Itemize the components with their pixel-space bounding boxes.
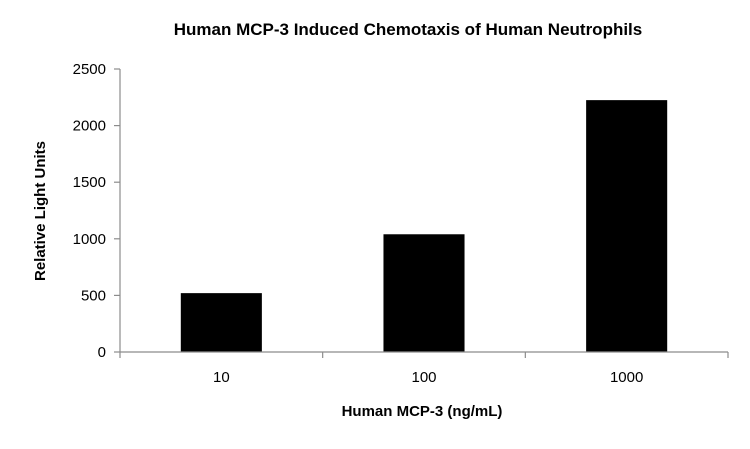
bars [180,100,668,352]
y-tick-label: 1000 [73,231,106,248]
x-tick-label: 1000 [610,369,643,386]
y-tick-label: 2500 [73,61,106,78]
y-tick-label: 500 [81,287,106,304]
x-tick-label: 100 [411,369,436,386]
bar-1000 [586,100,668,352]
chart-title: Human MCP-3 Induced Chemotaxis of Human … [174,20,643,39]
y-axis-title: Relative Light Units [32,141,49,281]
y-tick-label: 1500 [73,174,106,191]
x-tick-label: 10 [213,369,230,386]
y-tick-label: 2000 [73,118,106,135]
x-axis-title: Human MCP-3 (ng/mL) [342,403,503,420]
x-axis: 10 100 1000 [119,351,729,386]
bar-100 [383,234,465,352]
y-axis: 0 500 1000 1500 2000 2500 [73,61,121,361]
bar-10 [180,293,262,352]
y-tick-label: 0 [98,344,106,361]
